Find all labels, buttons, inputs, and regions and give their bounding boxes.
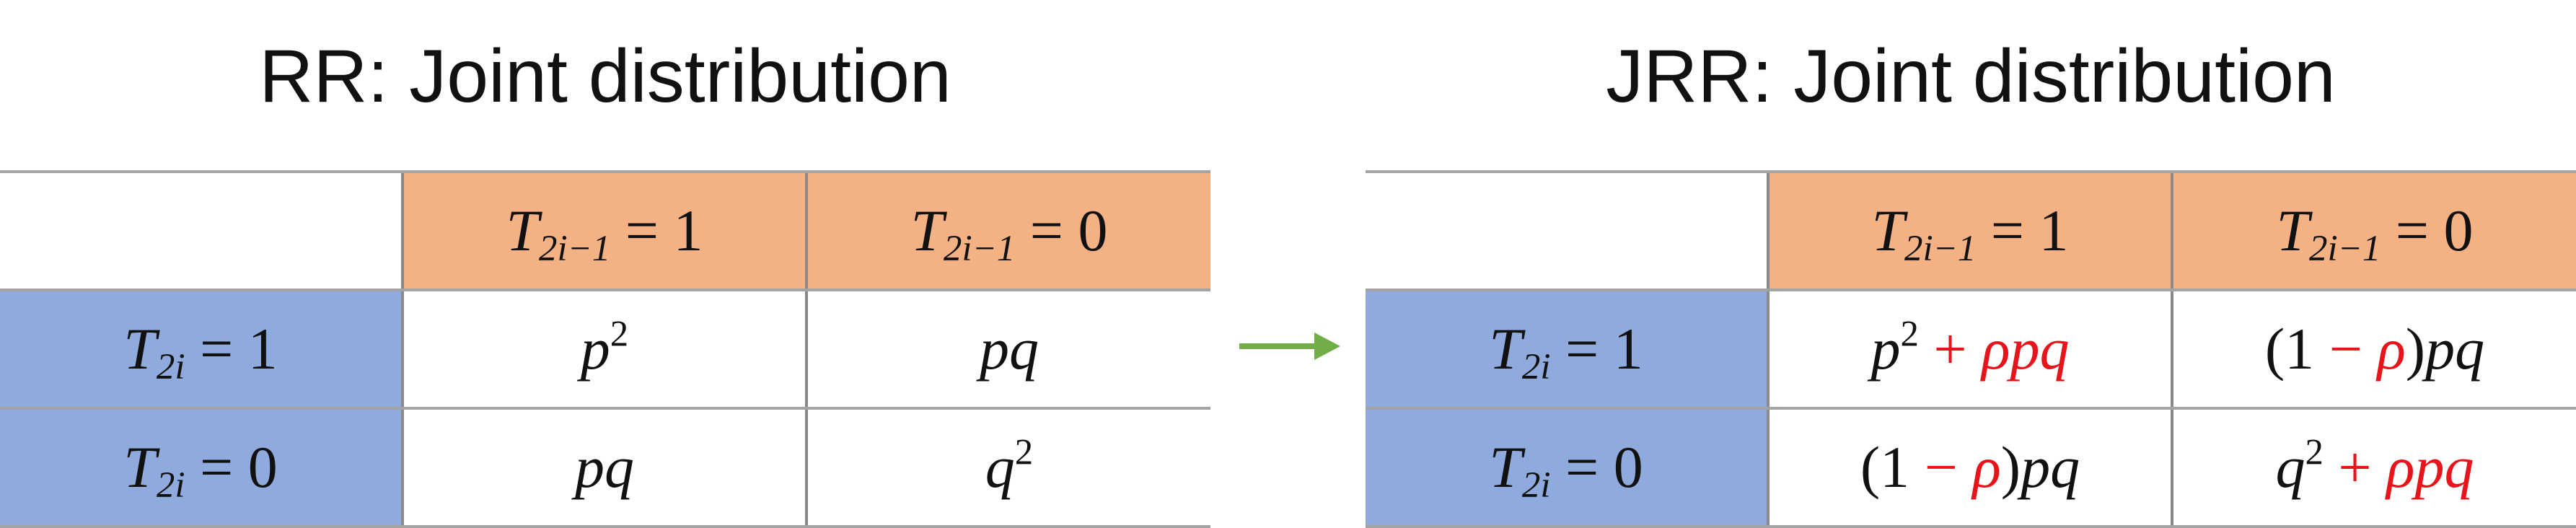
cell-one-minus-rho-pq: (1 − ρ)pq — [2171, 289, 2576, 410]
cell-p-squared: p2 — [401, 289, 806, 410]
cell-pq: pq — [401, 407, 806, 528]
table-header-row: T2i−1 = 1 T2i−1 = 0 — [0, 170, 1210, 291]
corner-cell — [1366, 170, 1768, 291]
row-header-t2i-eq-0: T2i = 0 — [0, 407, 403, 528]
col-header-t2i-1-eq-0: T2i−1 = 0 — [805, 170, 1210, 291]
table-row: T2i = 1 p2 + ρpq (1 − ρ)pq — [1366, 289, 2576, 410]
cell-one-minus-rho-pq: (1 − ρ)pq — [1767, 407, 2172, 528]
row-header-t2i-eq-1: T2i = 1 — [1366, 289, 1768, 410]
cell-q-squared-plus-rho-pq: q2 + ρpq — [2171, 407, 2576, 528]
jrr-panel: JRR: Joint distribution T2i−1 = 1 T2i−1 … — [1366, 0, 2576, 528]
rr-joint-table: T2i−1 = 1 T2i−1 = 0 T2i = 1 p2 pq T2i = … — [0, 170, 1210, 528]
jrr-title: JRR: Joint distribution — [1606, 35, 2336, 118]
row-header-t2i-eq-0: T2i = 0 — [1366, 407, 1768, 528]
row-header-t2i-eq-1: T2i = 1 — [0, 289, 403, 410]
col-header-t2i-1-eq-1: T2i−1 = 1 — [1767, 170, 2172, 291]
right-arrow-icon — [1239, 333, 1340, 360]
cell-q-squared: q2 — [805, 407, 1210, 528]
col-header-t2i-1-eq-0: T2i−1 = 0 — [2171, 170, 2576, 291]
cell-p-squared-plus-rho-pq: p2 + ρpq — [1767, 289, 2172, 410]
table-row: T2i = 1 p2 pq — [0, 289, 1210, 410]
col-header-t2i-1-eq-1: T2i−1 = 1 — [401, 170, 806, 291]
cell-pq: pq — [805, 289, 1210, 410]
rr-title: RR: Joint distribution — [259, 35, 951, 118]
corner-cell — [0, 170, 403, 291]
table-row: T2i = 0 pq q2 — [0, 407, 1210, 528]
table-row: T2i = 0 (1 − ρ)pq q2 + ρpq — [1366, 407, 2576, 528]
rr-panel: RR: Joint distribution T2i−1 = 1 T2i−1 =… — [0, 0, 1210, 528]
jrr-joint-table: T2i−1 = 1 T2i−1 = 0 T2i = 1 p2 + ρpq (1 … — [1366, 170, 2576, 528]
table-header-row: T2i−1 = 1 T2i−1 = 0 — [1366, 170, 2576, 291]
